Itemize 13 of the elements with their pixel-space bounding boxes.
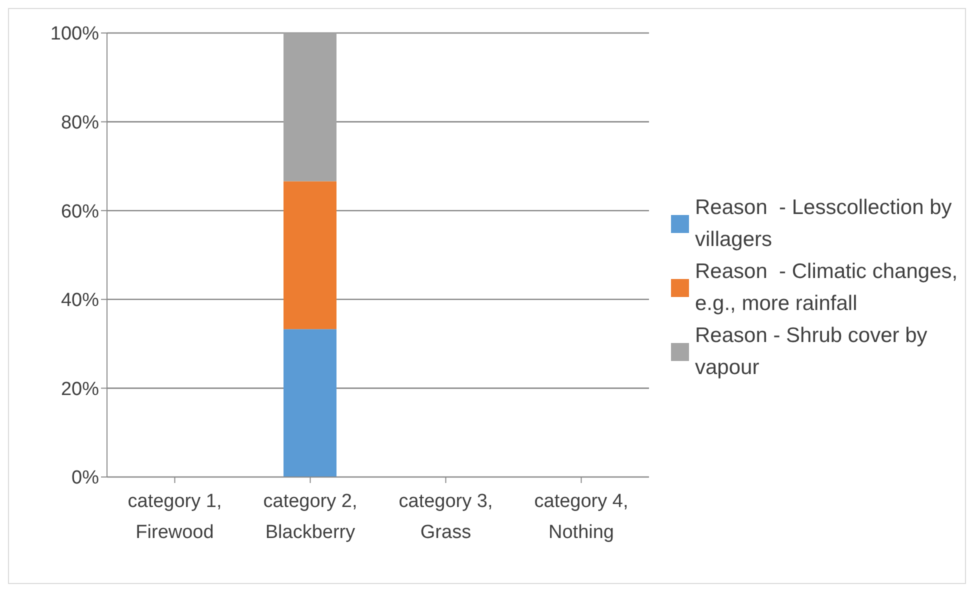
x-tick-label: category 4, Nothing [534,491,628,543]
y-tick-label: 60% [60,201,100,222]
x-tick-label: category 1, Firewood [128,491,222,543]
x-tick-label: category 2, Blackberry [263,491,358,543]
legend-label: Reason - Shrub cover by vapour [695,323,928,381]
y-tick-label: 40% [60,290,100,312]
x-tick-label: category 3, Grass [398,491,493,543]
legend-label: Reason - Climatic changes, e.g., more rainfall [695,259,959,317]
legend-label: Reason - Lesscollection by villagers [695,195,953,253]
y-tick-label: 80% [60,112,100,134]
y-tick-label: 0% [72,468,100,489]
y-tick-label: 100% [50,24,100,45]
y-tick-label: 20% [60,378,100,400]
